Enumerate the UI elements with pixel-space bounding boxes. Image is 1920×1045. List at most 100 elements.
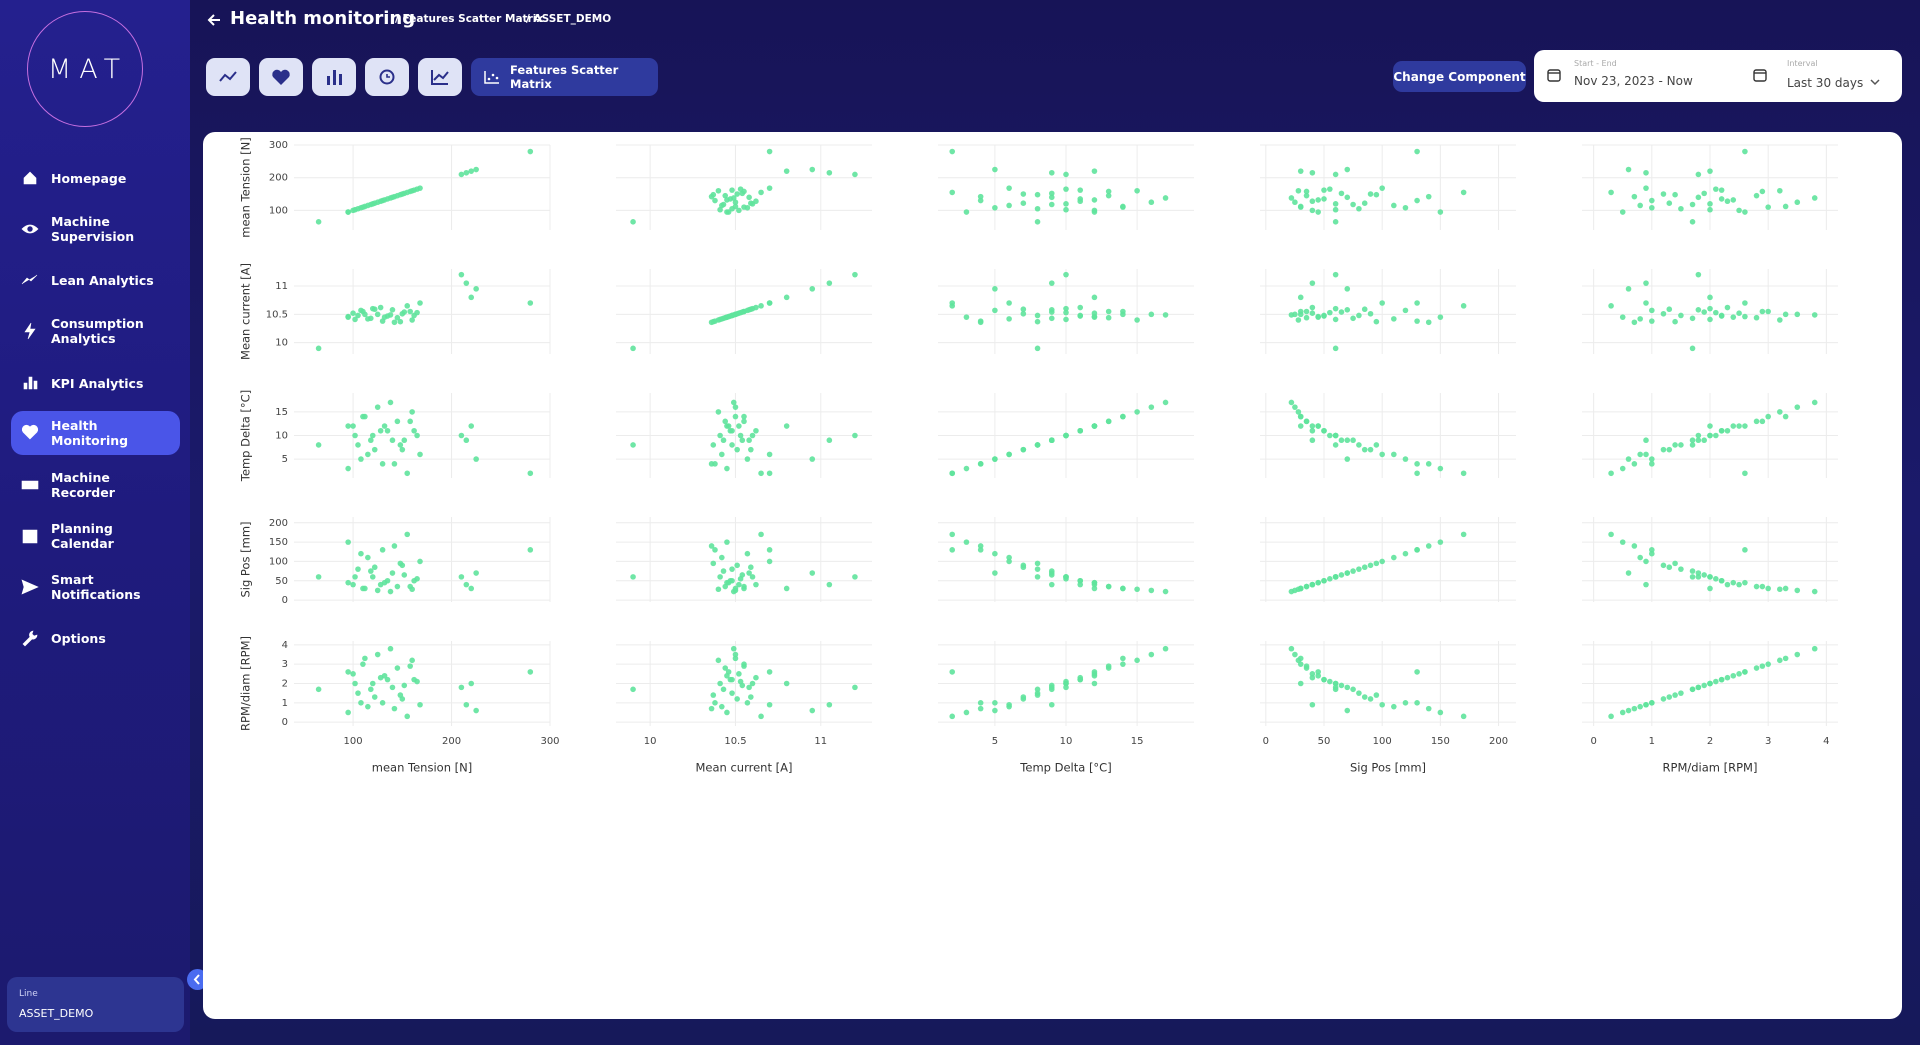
scatter-point [732,655,739,662]
scatter-point [1162,312,1169,318]
y-tick-label: 0 [282,595,288,606]
scatter-point [352,680,358,687]
chart-button[interactable] [418,58,462,96]
scatter-point [368,686,374,693]
scatter-point [1619,209,1626,215]
nav-item[interactable]: Homepage [11,156,180,200]
x-tick-label: 11 [814,736,827,747]
scatter-point [712,700,718,706]
nav-item[interactable]: KPI Analytics [11,361,180,405]
scatter-point [458,684,465,691]
back-arrow[interactable] [206,12,222,28]
scatter-point [1742,209,1748,215]
scatter-point [712,197,718,204]
scatter-point [1297,585,1304,592]
scatter-point [715,409,722,415]
scatter-point [1332,206,1339,213]
scatter-point [379,461,386,467]
scatter-point [1391,316,1397,322]
scatter-point [1782,655,1789,662]
interval-value[interactable]: Last 30 days [1787,76,1864,90]
scatter-point [1162,399,1169,406]
scatter-matrix-tab[interactable]: Features Scatter Matrix [471,58,658,96]
scatter-point [345,465,351,472]
change-component-button[interactable]: Change Component [1393,61,1526,92]
scatter-point [977,319,984,326]
scatter-point [1794,404,1801,410]
health-button[interactable] [259,58,303,96]
scatter-point [1367,191,1374,197]
dropdown-icon[interactable] [1869,77,1881,87]
scatter-point [1782,585,1789,592]
x-axis-title: Temp Delta [°C] [1019,761,1111,775]
scatter-point [1350,686,1356,693]
scatter-point [809,707,816,714]
trend-button[interactable] [206,58,250,96]
scatter-point [1344,570,1351,576]
scatter-point [1020,564,1027,571]
scatter-point [1006,185,1012,191]
scatter-point [1811,195,1818,201]
scatter-point [748,564,754,571]
x-tick-label: 5 [992,736,998,747]
y-tick-label: 50 [275,576,288,587]
scatter-point [1120,585,1126,592]
scatter-point [1309,304,1316,311]
icon [219,71,237,82]
scatter-point [1373,692,1380,698]
scatter-point [1649,547,1655,553]
nav-item[interactable]: Machine Supervision [11,207,180,251]
scatter-point [783,680,790,687]
scatter-point [409,657,415,664]
scatter-point [1332,574,1339,580]
y-tick-label: 5 [282,454,288,465]
scatter-point [1034,312,1041,319]
scatter-point [360,661,366,667]
history-button[interactable] [365,58,409,96]
scatter-point [737,432,744,439]
bars-button[interactable] [312,58,356,96]
scatter-point [394,314,401,321]
scatter-point [1148,199,1155,206]
scatter-point [1063,684,1069,691]
scatter-point [1643,169,1649,176]
scatter-point [387,312,394,318]
scatter-point [1460,189,1467,196]
scatter-point [1350,568,1356,574]
nav-item[interactable]: Options [11,616,180,660]
scatter-point [992,700,998,706]
nav-item[interactable]: Health Monitoring [11,411,180,455]
scatter-point [407,583,413,590]
nav-item[interactable]: Lean Analytics [11,258,180,302]
scatter-point [748,446,754,453]
nav-item[interactable]: Machine Recorder [11,463,180,507]
scatter-point [746,194,752,201]
date-range-value[interactable]: Nov 23, 2023 - Now [1574,74,1693,88]
scatter-point [949,713,956,720]
breadcrumb[interactable]: / ASSET_DEMO [526,13,612,25]
scatter-point [1373,318,1380,325]
scatter-point [1672,560,1678,567]
collapse-button[interactable] [187,969,208,990]
nav-item[interactable]: Planning Calendar [11,514,180,558]
logo[interactable]: MAT [27,11,143,127]
scatter-point [1063,309,1069,316]
scatter-point [949,531,956,538]
nav-label: Smart Notifications [51,572,141,602]
scatter-point [1048,686,1055,693]
breadcrumb[interactable]: / Features Scatter Matrix [395,13,544,25]
scatter-point [1309,207,1316,214]
scatter-point [1006,202,1012,209]
scatter-point [992,550,998,557]
scatter-point [1063,171,1069,178]
line-selector[interactable]: Line ASSET_DEMO [7,977,184,1032]
scatter-point [729,427,735,434]
scatter-point [1625,286,1632,292]
scatter-point [1327,432,1333,439]
nav-item[interactable]: Consumption Analytics [11,309,180,353]
scatter-point [1332,432,1339,439]
scatter-point [1765,585,1771,592]
scatter-point [1695,271,1702,278]
nav-item[interactable]: Smart Notifications [11,565,180,609]
scatter-point [1321,196,1327,202]
